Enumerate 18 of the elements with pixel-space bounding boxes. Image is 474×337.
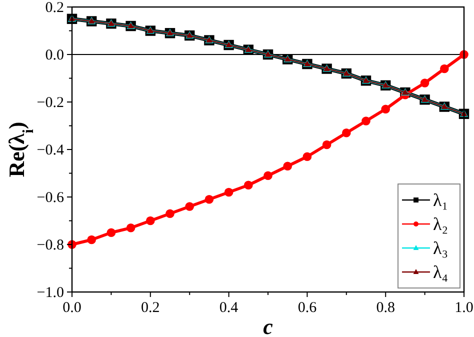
x-tick-label: 0.6 — [298, 300, 318, 316]
legend-label: λ₄ — [433, 262, 448, 282]
x-tick-label: 0.2 — [141, 300, 160, 316]
legend-label: λ₃ — [433, 238, 448, 258]
y-tick-label: −0.4 — [36, 142, 64, 158]
y-tick-label: −0.2 — [36, 95, 64, 111]
y-tick-label: −0.6 — [36, 190, 64, 206]
y-tick-label: −1.0 — [36, 285, 64, 301]
y-tick-label: −0.8 — [36, 238, 64, 254]
legend-label: λ₁ — [433, 190, 448, 210]
x-tick-label: 1.0 — [454, 300, 474, 316]
x-tick-label: 0.0 — [62, 300, 82, 316]
y-tick-label: 0.2 — [45, 0, 64, 16]
legend-label: λ₂ — [433, 214, 448, 234]
x-tick-label: 0.4 — [219, 300, 239, 316]
y-tick-label: 0.0 — [45, 48, 64, 64]
x-axis-title: c — [263, 314, 274, 337]
x-tick-label: 0.8 — [376, 300, 395, 316]
